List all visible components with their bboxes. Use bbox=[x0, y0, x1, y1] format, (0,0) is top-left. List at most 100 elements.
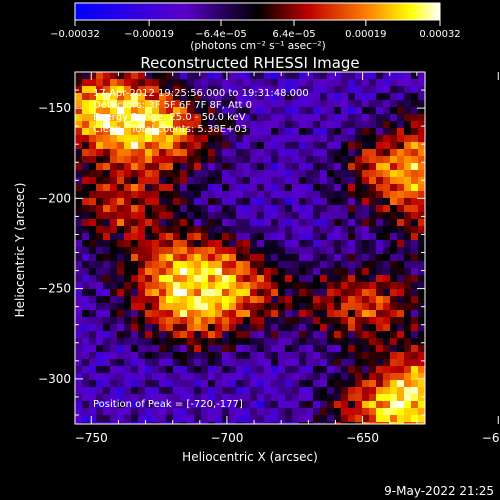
heatmap-cell bbox=[250, 352, 258, 360]
heatmap-cell bbox=[355, 170, 363, 178]
heatmap-cell bbox=[390, 170, 398, 178]
heatmap-cell bbox=[166, 394, 174, 402]
heatmap-cell bbox=[173, 401, 181, 409]
heatmap-cell bbox=[411, 142, 419, 150]
heatmap-cell bbox=[257, 219, 265, 227]
colorbar-tick-label: 0.00032 bbox=[419, 29, 460, 40]
heatmap-cell bbox=[187, 219, 195, 227]
heatmap-cell bbox=[390, 233, 398, 241]
heatmap-cell bbox=[138, 79, 146, 87]
heatmap-cell bbox=[313, 79, 321, 87]
heatmap-cell bbox=[152, 191, 160, 199]
heatmap-cell bbox=[236, 177, 244, 185]
heatmap-cell bbox=[362, 289, 370, 297]
heatmap-cell bbox=[376, 93, 384, 101]
heatmap-cell bbox=[376, 247, 384, 255]
heatmap-cell bbox=[411, 170, 419, 178]
heatmap-cell bbox=[131, 149, 139, 157]
heatmap-cell bbox=[418, 394, 425, 402]
heatmap-cell bbox=[418, 317, 425, 325]
heatmap-cell bbox=[418, 198, 425, 206]
heatmap-cell bbox=[201, 275, 209, 283]
heatmap-cell bbox=[250, 254, 258, 262]
heatmap-cell bbox=[89, 114, 97, 122]
heatmap-image bbox=[75, 72, 425, 424]
heatmap-cell bbox=[390, 135, 398, 143]
heatmap-cell bbox=[229, 219, 237, 227]
heatmap-cell bbox=[103, 359, 111, 367]
heatmap-cell bbox=[383, 387, 391, 395]
heatmap-cell bbox=[383, 275, 391, 283]
heatmap-cell bbox=[250, 149, 258, 157]
heatmap-cell bbox=[355, 268, 363, 276]
heatmap-cell bbox=[369, 184, 377, 192]
heatmap-cell bbox=[313, 380, 321, 388]
heatmap-cell bbox=[355, 254, 363, 262]
heatmap-cell bbox=[320, 107, 328, 115]
heatmap-cell bbox=[152, 93, 160, 101]
heatmap-cell bbox=[180, 345, 188, 353]
heatmap-cell bbox=[390, 247, 398, 255]
heatmap-cell bbox=[103, 72, 111, 80]
heatmap-cell bbox=[173, 275, 181, 283]
heatmap-cell bbox=[271, 86, 279, 94]
heatmap-cell bbox=[96, 352, 104, 360]
heatmap-cell bbox=[236, 240, 244, 248]
heatmap-cell bbox=[201, 205, 209, 213]
heatmap-cell bbox=[159, 177, 167, 185]
heatmap-cell bbox=[173, 240, 181, 248]
heatmap-cell bbox=[271, 247, 279, 255]
heatmap-cell bbox=[250, 345, 258, 353]
heatmap-cell bbox=[271, 345, 279, 353]
heatmap-cell bbox=[362, 72, 370, 80]
heatmap-cell bbox=[131, 219, 139, 227]
heatmap-cell bbox=[404, 380, 412, 388]
heatmap-cell bbox=[194, 233, 202, 241]
heatmap-cell bbox=[341, 205, 349, 213]
heatmap-cell bbox=[236, 142, 244, 150]
heatmap-cell bbox=[362, 156, 370, 164]
heatmap-cell bbox=[222, 366, 230, 374]
heatmap-cell bbox=[292, 198, 300, 206]
heatmap-cell bbox=[208, 156, 216, 164]
heatmap-cell bbox=[208, 289, 216, 297]
heatmap-cell bbox=[404, 135, 412, 143]
heatmap-cell bbox=[208, 422, 216, 424]
heatmap-cell bbox=[362, 219, 370, 227]
heatmap-cell bbox=[292, 72, 300, 80]
heatmap-cell bbox=[187, 408, 195, 416]
heatmap-cell bbox=[411, 254, 419, 262]
heatmap-cell bbox=[89, 247, 97, 255]
heatmap-cell bbox=[222, 401, 230, 409]
heatmap-cell bbox=[229, 107, 237, 115]
heatmap-cell bbox=[418, 79, 425, 87]
heatmap-cell bbox=[334, 352, 342, 360]
heatmap-cell bbox=[159, 324, 167, 332]
heatmap-cell bbox=[320, 268, 328, 276]
heatmap-cell bbox=[390, 212, 398, 220]
heatmap-cell bbox=[138, 135, 146, 143]
heatmap-cell bbox=[187, 296, 195, 304]
heatmap-cell bbox=[208, 72, 216, 80]
heatmap-cell bbox=[152, 380, 160, 388]
heatmap-cell bbox=[271, 317, 279, 325]
heatmap-cell bbox=[152, 415, 160, 423]
heatmap-cell bbox=[201, 324, 209, 332]
heatmap-cell bbox=[152, 100, 160, 108]
heatmap-cell bbox=[404, 331, 412, 339]
heatmap-cell bbox=[75, 247, 83, 255]
heatmap-cell bbox=[243, 149, 251, 157]
heatmap-cell bbox=[299, 79, 307, 87]
heatmap-cell bbox=[306, 296, 314, 304]
heatmap-cell bbox=[194, 163, 202, 171]
heatmap-cell bbox=[348, 247, 356, 255]
heatmap-cell bbox=[299, 219, 307, 227]
heatmap-cell bbox=[131, 86, 139, 94]
heatmap-cell bbox=[180, 261, 188, 269]
heatmap-cell bbox=[390, 254, 398, 262]
heatmap-cell bbox=[418, 352, 425, 360]
heatmap-cell bbox=[82, 331, 90, 339]
heatmap-cell bbox=[376, 198, 384, 206]
heatmap-cell bbox=[138, 163, 146, 171]
heatmap-cell bbox=[285, 93, 293, 101]
